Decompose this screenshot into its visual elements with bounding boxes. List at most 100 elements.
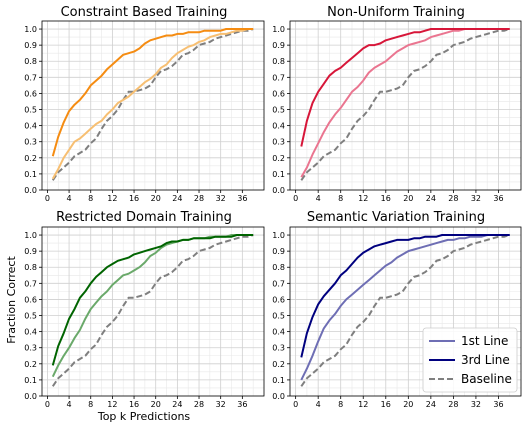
y-tick-label: 0.3 [24, 344, 37, 353]
x-tick-label: 0 [293, 400, 298, 409]
y-tick-label: 0.2 [272, 154, 285, 163]
y-tick-label: 0.9 [24, 41, 37, 50]
y-tick-label: 0.8 [272, 57, 285, 66]
x-tick-label: 0 [45, 400, 50, 409]
legend: 1st Line 3rd Line Baseline [422, 327, 518, 393]
series-line-3rd [300, 234, 510, 358]
series-line-1st [300, 28, 510, 178]
panel-title: Non-Uniform Training [327, 5, 465, 20]
y-tick-label: 0.2 [24, 154, 37, 163]
y-tick-label: 0.2 [24, 360, 37, 369]
x-tick-label: 8 [88, 194, 93, 203]
x-tick-label: 4 [67, 194, 72, 203]
x-tick-label: 16 [129, 400, 139, 409]
y-tick-label: 0.9 [24, 247, 37, 256]
x-tick-label: 36 [237, 400, 247, 409]
series-line-3rd [51, 234, 254, 366]
y-tick-label: 0.1 [272, 376, 285, 385]
baseline-line [51, 234, 254, 387]
y-tick-label: 0.5 [272, 312, 285, 321]
plot-area-2: 0 4 8 12 16 20 24 28 32 36 0.0 0.1 0.2 0.3 0.4 0.5 0.6 0.… [272, 20, 522, 203]
y-tick-label: 0.7 [272, 279, 285, 288]
y-tick-label: 0.3 [272, 138, 285, 147]
y-tick-label: 0.9 [272, 41, 285, 50]
y-tick-label: 0.0 [272, 186, 285, 195]
x-tick-label: 24 [172, 194, 182, 203]
panel-semantic-variation: Semantic Variation Training [307, 210, 485, 225]
x-tick-label: 20 [151, 400, 161, 409]
y-tick-label: 0.7 [272, 73, 285, 82]
x-tick-label: 32 [471, 194, 481, 203]
x-tick-label: 32 [216, 400, 226, 409]
x-tick-label: 24 [426, 400, 436, 409]
series-line-1st [51, 234, 254, 378]
y-tick-label: 0.7 [24, 73, 37, 82]
y-axis-label: Fraction Correct [5, 256, 18, 344]
y-tick-label: 0.6 [24, 89, 37, 98]
plot-frame [289, 226, 522, 397]
y-tick-label: 0.4 [272, 122, 285, 131]
legend-label: Baseline [461, 372, 512, 386]
y-tick-label: 1.0 [24, 25, 37, 34]
legend-label: 3rd Line [461, 353, 510, 367]
y-tick-label: 0.5 [272, 106, 285, 115]
panel-title: Restricted Domain Training [56, 210, 232, 225]
y-tick-label: 0.6 [24, 295, 37, 304]
x-tick-label: 24 [172, 400, 182, 409]
x-tick-label: 16 [381, 400, 391, 409]
x-tick-label: 8 [88, 400, 93, 409]
plot-frame [41, 20, 265, 191]
plot-frame [41, 226, 265, 397]
x-tick-label: 0 [293, 194, 298, 203]
baseline-line [300, 28, 510, 181]
y-tick-label: 0.1 [24, 376, 37, 385]
x-tick-label: 0 [45, 194, 50, 203]
x-tick-label: 16 [129, 194, 139, 203]
y-tick-label: 0.1 [272, 170, 285, 179]
x-tick-label: 32 [216, 194, 226, 203]
y-tick-label: 0.3 [272, 344, 285, 353]
series-line-1st [51, 28, 254, 180]
series-line-1st [300, 234, 510, 381]
y-tick-label: 1.0 [272, 25, 285, 34]
x-tick-label: 36 [493, 400, 503, 409]
plot-frame [289, 20, 522, 191]
baseline-line [300, 234, 510, 387]
legend-label: 1st Line [461, 334, 508, 348]
x-tick-label: 20 [151, 194, 161, 203]
x-tick-label: 8 [338, 194, 343, 203]
x-tick-label: 28 [448, 400, 458, 409]
y-tick-label: 0.1 [24, 170, 37, 179]
plot-area-4: 0 4 8 12 16 20 24 28 32 36 0.0 0.1 0.2 0.3 0.4 0.5 0.6 0.… [272, 226, 522, 409]
x-tick-label: 24 [426, 194, 436, 203]
x-tick-label: 12 [107, 194, 117, 203]
y-tick-label: 0.0 [24, 186, 37, 195]
y-tick-label: 0.0 [24, 392, 37, 401]
y-tick-label: 0.0 [272, 392, 285, 401]
panel-constraint-based: Constraint Based Training [61, 5, 228, 20]
x-tick-label: 28 [194, 194, 204, 203]
y-tick-label: 0.4 [24, 328, 37, 337]
y-tick-label: 0.9 [272, 247, 285, 256]
x-tick-label: 36 [493, 194, 503, 203]
x-tick-label: 20 [403, 400, 413, 409]
x-tick-label: 12 [107, 400, 117, 409]
y-tick-label: 0.7 [24, 279, 37, 288]
y-tick-label: 0.8 [24, 57, 37, 66]
legend-box [422, 327, 518, 393]
y-tick-label: 0.5 [24, 312, 37, 321]
x-tick-label: 4 [316, 400, 321, 409]
x-tick-label: 36 [237, 194, 247, 203]
x-tick-label: 28 [194, 400, 204, 409]
x-tick-label: 28 [448, 194, 458, 203]
panel-non-uniform: Non-Uniform Training [327, 5, 465, 20]
baseline-line [51, 28, 254, 181]
x-tick-label: 8 [338, 400, 343, 409]
panel-title: Semantic Variation Training [307, 210, 485, 225]
x-tick-label: 4 [316, 194, 321, 203]
x-tick-label: 12 [358, 194, 368, 203]
x-tick-label: 16 [381, 194, 391, 203]
y-tick-label: 0.6 [272, 295, 285, 304]
plot-area-1: 0 4 8 12 16 20 24 28 32 36 0.0 0.1 0.2 0.3 0.4 0.5 0.6 0.… [24, 20, 265, 203]
